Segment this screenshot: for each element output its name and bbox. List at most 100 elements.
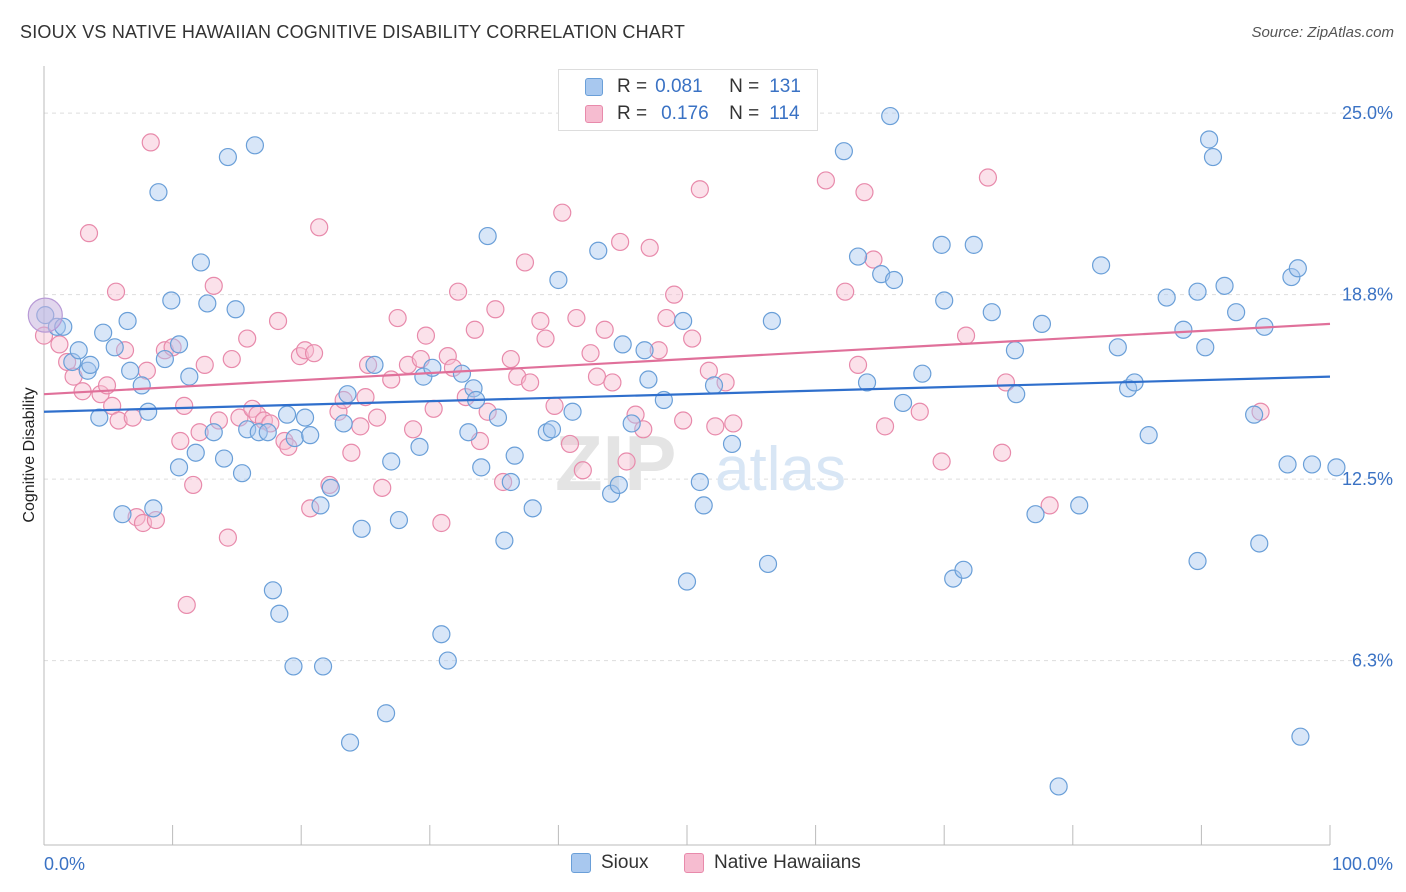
sioux-point	[589, 241, 608, 260]
sioux-point	[674, 311, 693, 331]
legend-item-hawaiians: Native Hawaiians	[684, 852, 861, 874]
sioux-point	[198, 294, 217, 313]
hawaiian-point	[996, 373, 1016, 392]
hawaiian-point	[501, 349, 520, 369]
sioux-point	[113, 505, 132, 524]
sioux-point	[758, 554, 778, 574]
y-axis-label: Cognitive Disability	[21, 387, 38, 522]
hawaiian-point	[304, 344, 324, 363]
hawaiian-point	[358, 355, 378, 374]
legend-bottom: Sioux Native Hawaiians	[0, 850, 1406, 880]
legend-r-label: R =	[617, 76, 648, 97]
hawaiian-point	[640, 238, 659, 257]
sioux-trend-line	[43, 375, 1331, 413]
hawaiian-point	[617, 452, 636, 471]
sioux-point	[857, 373, 877, 392]
hawaiian-point	[177, 595, 196, 615]
sioux-point	[340, 733, 360, 752]
legend-label-sioux: Sioux	[601, 852, 649, 873]
sioux-point	[191, 253, 210, 272]
sioux-point	[1196, 338, 1215, 357]
hawaiian-point	[290, 347, 310, 366]
legend-item-sioux: Sioux	[571, 852, 649, 874]
hawaiian-point	[674, 411, 693, 430]
sioux-point	[1327, 458, 1346, 477]
x-tick-label-max: 100.0%	[1332, 854, 1393, 874]
sioux-point	[226, 300, 245, 319]
hawaiian-point	[560, 434, 580, 454]
sioux-point	[238, 420, 257, 439]
hawaiian-point	[494, 472, 513, 492]
y-tick-label: 12.5%	[1342, 469, 1393, 489]
sioux-point	[1139, 426, 1158, 445]
sioux-point	[321, 478, 340, 497]
sioux-point	[432, 625, 451, 644]
hawaiian-points	[34, 133, 1270, 615]
sioux-point	[301, 426, 320, 445]
hawaiian-point	[1040, 496, 1059, 515]
hawaiian-point	[403, 420, 423, 439]
hawaiian-point	[310, 218, 329, 237]
y-tick-label: 6.3%	[1352, 651, 1393, 671]
hawaiian-point	[486, 300, 505, 319]
cluster-point	[27, 297, 63, 333]
hawaiian-point	[448, 282, 468, 301]
hawaiian-point	[581, 344, 600, 363]
sioux-point	[1250, 534, 1269, 553]
sioux-point	[1157, 288, 1176, 307]
sioux-point	[186, 443, 205, 462]
hawaiian-point	[416, 326, 436, 345]
hawaiian-point	[611, 232, 630, 252]
legend-r-label: R =	[617, 103, 648, 124]
hawaiian-point	[531, 311, 550, 331]
hawaiian-point	[171, 431, 190, 451]
sioux-point	[376, 704, 396, 723]
sioux-point	[722, 434, 742, 454]
sioux-point	[63, 352, 82, 372]
hawaiian-point	[79, 224, 99, 243]
hawaiian-point	[146, 510, 165, 530]
sioux-point	[180, 367, 199, 386]
hawaiian-point	[553, 203, 572, 222]
hawaiian-swatch	[684, 853, 704, 873]
hawaiian-point	[816, 171, 835, 190]
legend-label-hawaiians: Native Hawaiians	[714, 852, 861, 873]
sioux-point	[495, 531, 514, 550]
legend-n-label: N =	[729, 76, 760, 97]
sioux-swatch	[571, 853, 591, 873]
sioux-point	[472, 458, 491, 477]
sioux-point	[1291, 727, 1310, 746]
sioux-point	[1049, 777, 1068, 796]
hawaiian-point	[690, 180, 709, 199]
sioux-point	[169, 335, 189, 354]
sioux-point	[169, 458, 189, 477]
hawaiian-point	[875, 417, 895, 436]
hawaiian-point	[424, 399, 443, 418]
sioux-point	[162, 291, 181, 310]
sioux-point	[762, 311, 781, 331]
sioux-point	[218, 147, 237, 167]
sioux-point	[537, 423, 556, 442]
sioux-point	[834, 142, 853, 161]
hawaiian-point	[204, 276, 223, 295]
sioux-point	[144, 499, 163, 518]
sioux-point	[459, 423, 478, 442]
sioux-point	[1188, 551, 1207, 571]
sioux-point	[1174, 320, 1193, 339]
sioux-point	[284, 657, 303, 676]
hawaiian-point	[706, 417, 725, 436]
hawaiian-point	[373, 478, 392, 497]
sioux-point	[893, 393, 913, 413]
hawaiian-point	[545, 396, 564, 415]
sioux-point	[1032, 314, 1052, 334]
sioux-point	[338, 385, 357, 404]
sioux-point	[523, 499, 542, 518]
legend-n-label: N =	[729, 103, 760, 124]
watermark: ZIP atlas	[555, 419, 846, 507]
hawaiian-point	[222, 349, 241, 369]
hawaiian-point	[190, 423, 209, 442]
sioux-point	[982, 303, 1001, 322]
hawaiian-point	[978, 168, 998, 187]
sioux-point	[277, 405, 297, 424]
sioux-point	[1188, 282, 1207, 301]
